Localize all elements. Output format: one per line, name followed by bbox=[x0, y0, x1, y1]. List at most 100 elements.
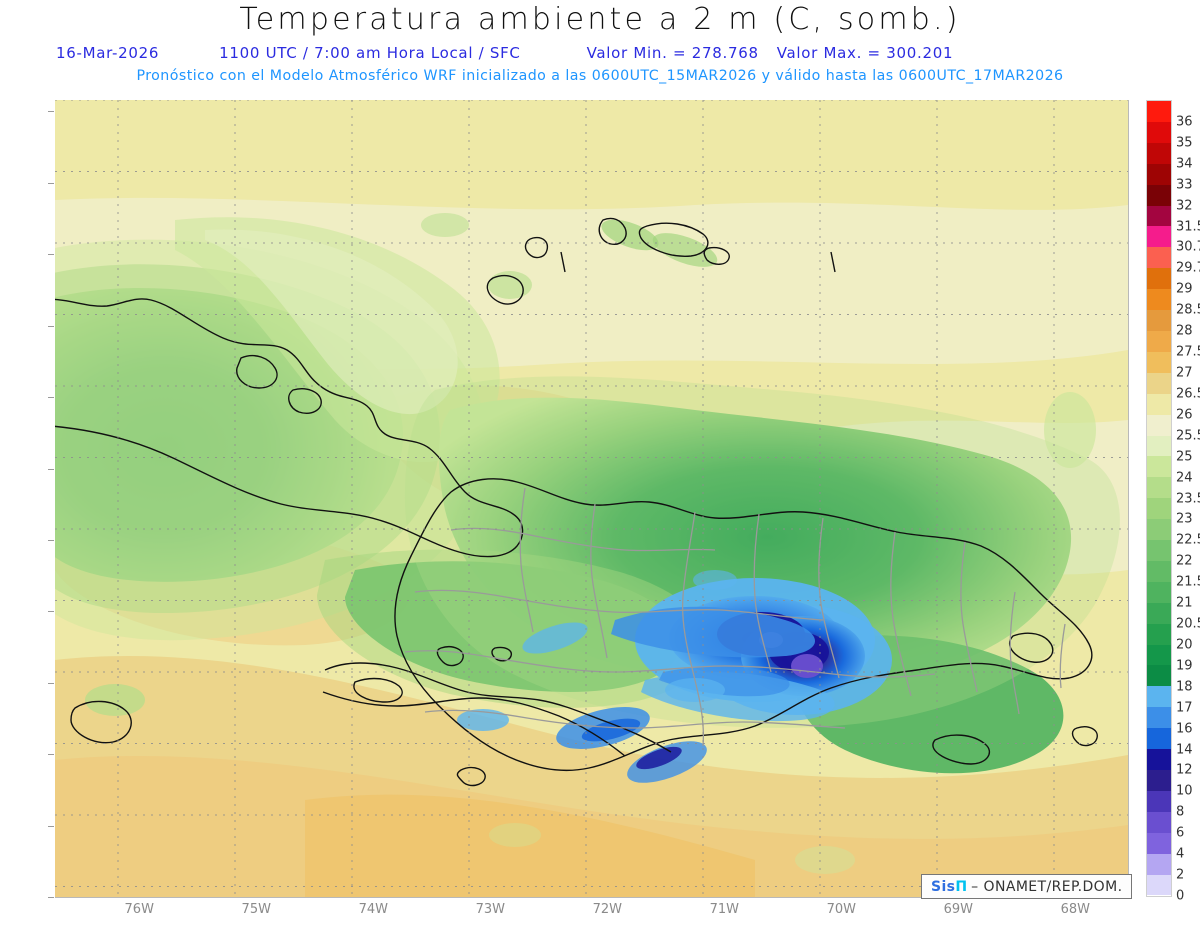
colorbar-swatch[interactable] bbox=[1147, 393, 1171, 415]
colorbar-swatch[interactable] bbox=[1147, 351, 1171, 373]
map-plot-area[interactable] bbox=[55, 100, 1129, 898]
forecast-meta-line: 16-Mar-2026 1100 UTC / 7:00 am Hora Loca… bbox=[0, 44, 1200, 62]
colorbar-tick-label: 28 bbox=[1176, 323, 1193, 339]
colorbar-swatch[interactable] bbox=[1147, 310, 1171, 331]
colorbar-swatch[interactable] bbox=[1147, 268, 1171, 290]
colorbar-swatch[interactable] bbox=[1147, 289, 1171, 311]
logo-pi-icon: Π bbox=[955, 878, 967, 895]
colorbar-swatch[interactable] bbox=[1147, 498, 1171, 520]
colorbar-tick-label: 26 bbox=[1176, 407, 1193, 423]
colorbar-swatch[interactable] bbox=[1147, 540, 1171, 561]
colorbar-tick-label: 20.5 bbox=[1176, 616, 1200, 632]
forecast-time-info: 1100 UTC / 7:00 am Hora Local / SFC bbox=[219, 44, 521, 62]
latitude-tick bbox=[48, 325, 54, 327]
colorbar-swatch[interactable] bbox=[1147, 790, 1171, 812]
colorbar-swatch[interactable] bbox=[1147, 372, 1171, 394]
colorbar-swatch[interactable] bbox=[1147, 435, 1171, 457]
colorbar-swatch[interactable] bbox=[1147, 644, 1171, 666]
map-gridlines bbox=[55, 100, 1128, 897]
colorbar-tick-label: 26.5 bbox=[1176, 386, 1200, 402]
colorbar-tick-label: 31.5 bbox=[1176, 219, 1200, 235]
colorbar-swatch[interactable] bbox=[1147, 707, 1171, 729]
latitude-tick bbox=[48, 397, 54, 399]
logo-separator: – bbox=[971, 878, 979, 895]
forecast-date: 16-Mar-2026 bbox=[56, 44, 160, 62]
colorbar-tick-label: 16 bbox=[1176, 721, 1193, 737]
header: Temperatura ambiente a 2 m (C, somb.) 16… bbox=[0, 0, 1200, 96]
latitude-tick bbox=[48, 897, 54, 898]
colorbar-tick-label: 20 bbox=[1176, 637, 1193, 653]
latitude-tick bbox=[48, 825, 54, 827]
valor-max: Valor Max. = 300.201 bbox=[776, 44, 954, 62]
colorbar-swatch[interactable] bbox=[1147, 414, 1171, 436]
latitude-tick bbox=[48, 254, 54, 256]
colorbar-tick-label: 25.5 bbox=[1176, 428, 1200, 444]
colorbar-swatch[interactable] bbox=[1147, 811, 1171, 833]
colorbar-swatch[interactable] bbox=[1147, 121, 1171, 143]
colorbar-tick-label: 22 bbox=[1176, 553, 1193, 569]
colorbar-tick-label: 8 bbox=[1176, 804, 1185, 820]
longitude-label: 70W bbox=[826, 902, 857, 917]
colorbar-tick-label: 27 bbox=[1176, 365, 1193, 381]
colorbar-swatch[interactable] bbox=[1147, 330, 1171, 352]
colorbar-tick-label: 18 bbox=[1176, 679, 1193, 695]
colorbar-swatch[interactable] bbox=[1147, 832, 1171, 854]
longitude-label: 74W bbox=[358, 902, 388, 917]
colorbar-tick-label: 33 bbox=[1176, 177, 1193, 193]
colorbar-tick-label: 36 bbox=[1176, 114, 1193, 130]
province-boundary-layer bbox=[404, 487, 1066, 747]
colorbar-tick-label: 21.5 bbox=[1176, 574, 1200, 590]
logo-sis-text: Sis bbox=[931, 878, 956, 895]
colorbar-swatch[interactable] bbox=[1147, 623, 1171, 645]
colorbar-swatch[interactable] bbox=[1147, 602, 1171, 624]
colorbar-swatch[interactable] bbox=[1147, 749, 1171, 770]
longitude-label: 72W bbox=[592, 902, 622, 917]
longitude-label: 73W bbox=[475, 902, 505, 917]
latitude-tick bbox=[48, 182, 54, 184]
colorbar-tick-label: 17 bbox=[1176, 700, 1193, 716]
colorbar-tick-label: 25 bbox=[1176, 449, 1193, 465]
colorbar-tick-label: 35 bbox=[1176, 135, 1193, 151]
colorbar-swatch[interactable] bbox=[1147, 665, 1171, 687]
colorbar-swatch[interactable] bbox=[1147, 560, 1171, 582]
agency-logo: Sis Π – ONAMET/REP.DOM. bbox=[921, 874, 1133, 899]
page-title: Temperatura ambiente a 2 m (C, somb.) bbox=[239, 2, 961, 37]
colorbar-swatch[interactable] bbox=[1147, 477, 1171, 499]
colorbar-tick-label: 2 bbox=[1176, 867, 1185, 883]
colorbar-tick-label: 23 bbox=[1176, 511, 1193, 527]
colorbar-tick-label: 24 bbox=[1176, 470, 1193, 486]
colorbar-tick-label: 34 bbox=[1176, 156, 1193, 172]
colorbar-swatch[interactable] bbox=[1147, 728, 1171, 750]
colorbar-tick-label: 21 bbox=[1176, 595, 1193, 611]
colorbar-swatch[interactable] bbox=[1147, 247, 1171, 269]
latitude-tick bbox=[48, 682, 54, 684]
colorbar-swatch[interactable] bbox=[1147, 853, 1171, 875]
latitude-tick bbox=[48, 468, 54, 470]
colorbar-swatch[interactable] bbox=[1147, 226, 1171, 248]
logo-agency-text: ONAMET/REP.DOM. bbox=[983, 878, 1123, 895]
colorbar-swatch[interactable] bbox=[1147, 519, 1171, 541]
colorbar-swatch[interactable] bbox=[1147, 142, 1171, 164]
colorbar-swatch[interactable] bbox=[1147, 686, 1171, 708]
longitude-label: 69W bbox=[943, 902, 974, 917]
colorbar-tick-label: 19 bbox=[1176, 658, 1193, 674]
model-description-line: Pronóstico con el Modelo Atmosférico WRF… bbox=[136, 68, 1064, 84]
colorbar-tick-label: 32 bbox=[1176, 198, 1193, 214]
colorbar-swatch[interactable] bbox=[1147, 163, 1171, 185]
latitude-tick bbox=[48, 754, 54, 756]
colorbar-swatch[interactable] bbox=[1147, 874, 1171, 896]
latitude-tick bbox=[48, 539, 54, 541]
longitude-label: 76W bbox=[124, 902, 154, 917]
colorbar-swatch[interactable] bbox=[1147, 205, 1171, 227]
colorbar-swatch[interactable] bbox=[1147, 101, 1171, 122]
colorbar-tick-label: 29 bbox=[1176, 281, 1193, 297]
colorbar-swatch[interactable] bbox=[1147, 581, 1171, 603]
temperature-colorbar[interactable] bbox=[1146, 100, 1172, 897]
temperature-shading-layer bbox=[55, 100, 1128, 897]
colorbar-tick-label: 28.5 bbox=[1176, 302, 1200, 318]
colorbar-tick-label: 27.5 bbox=[1176, 344, 1200, 360]
colorbar-swatch[interactable] bbox=[1147, 184, 1171, 206]
colorbar-swatch[interactable] bbox=[1147, 770, 1171, 791]
colorbar-swatch[interactable] bbox=[1147, 456, 1171, 478]
longitude-label: 71W bbox=[709, 902, 739, 917]
